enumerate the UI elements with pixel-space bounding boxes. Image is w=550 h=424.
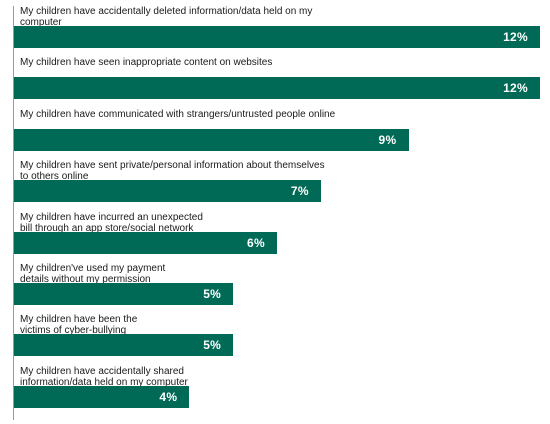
bar: 9% xyxy=(14,128,409,151)
category-label: My children have communicated with stran… xyxy=(20,108,336,120)
bar-value-label: 6% xyxy=(247,235,265,250)
bar-value-label: 5% xyxy=(203,287,222,301)
bar-value-label: 4% xyxy=(159,389,178,404)
bar: 4% xyxy=(14,385,190,408)
bar-value-label: 7% xyxy=(290,184,309,199)
category-label: My children have accidentally shared inf… xyxy=(20,365,188,388)
bar: 5% xyxy=(14,334,234,357)
bar: 12% xyxy=(14,26,540,48)
bar: 7% xyxy=(14,180,321,203)
bar: 6% xyxy=(14,231,277,254)
bar-value-label: 5% xyxy=(203,338,222,353)
bar-value-label: 12% xyxy=(503,81,528,96)
bar: 12% xyxy=(14,77,540,100)
category-label: My children have been the victims of cyb… xyxy=(20,314,138,337)
bar-value-label: 12% xyxy=(503,30,528,44)
category-label: My children have sent private/personal i… xyxy=(20,160,325,183)
bar-value-label: 9% xyxy=(378,132,397,147)
category-label: My children've used my payment details w… xyxy=(20,263,166,285)
category-label: My children have seen inappropriate cont… xyxy=(20,57,273,69)
category-label: My children have incurred an unexpected … xyxy=(20,211,203,234)
category-label: My children have accidentally deleted in… xyxy=(20,6,313,28)
y-axis-line xyxy=(13,6,14,420)
bar: 5% xyxy=(14,283,234,305)
